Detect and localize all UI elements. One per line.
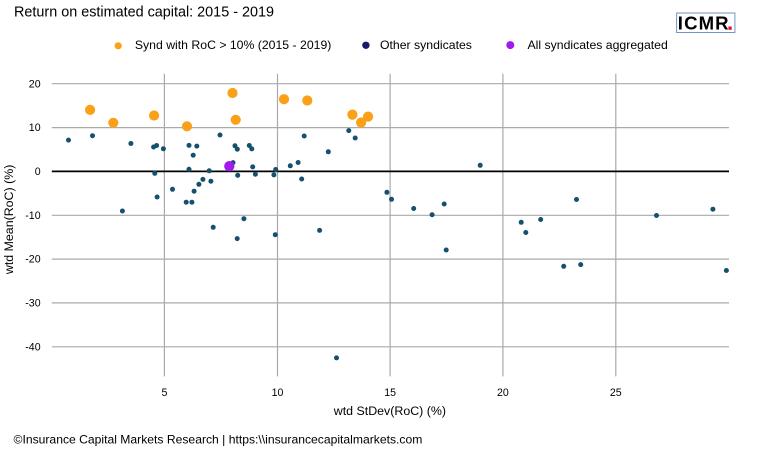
svg-text:Synd with RoC > 10% (2015 - 20: Synd with RoC > 10% (2015 - 2019) [135, 38, 331, 52]
svg-text:20: 20 [29, 78, 41, 90]
svg-text:wtd Mean(RoC) (%): wtd Mean(RoC) (%) [2, 165, 16, 275]
svg-text:25: 25 [610, 387, 622, 399]
svg-text:ICMR: ICMR [678, 13, 730, 34]
svg-text:20: 20 [497, 387, 509, 399]
svg-text:0: 0 [35, 166, 41, 178]
svg-text:Other syndicates: Other syndicates [380, 38, 472, 52]
svg-text:10: 10 [272, 387, 284, 399]
svg-text:-20: -20 [25, 254, 40, 266]
svg-text:15: 15 [384, 387, 396, 399]
svg-text:All syndicates aggregated: All syndicates aggregated [528, 38, 668, 52]
svg-text:10: 10 [29, 122, 41, 134]
svg-text:wtd StDev(RoC) (%): wtd StDev(RoC) (%) [333, 404, 446, 418]
svg-text:-10: -10 [25, 210, 40, 222]
svg-text:5: 5 [161, 387, 167, 399]
svg-text:Return on estimated capital: 2: Return on estimated capital: 2015 - 2019 [14, 5, 274, 21]
svg-text:-40: -40 [25, 341, 40, 353]
svg-text:©Insurance Capital Markets Res: ©Insurance Capital Markets Research | ht… [14, 432, 423, 446]
svg-text:-30: -30 [25, 298, 40, 310]
